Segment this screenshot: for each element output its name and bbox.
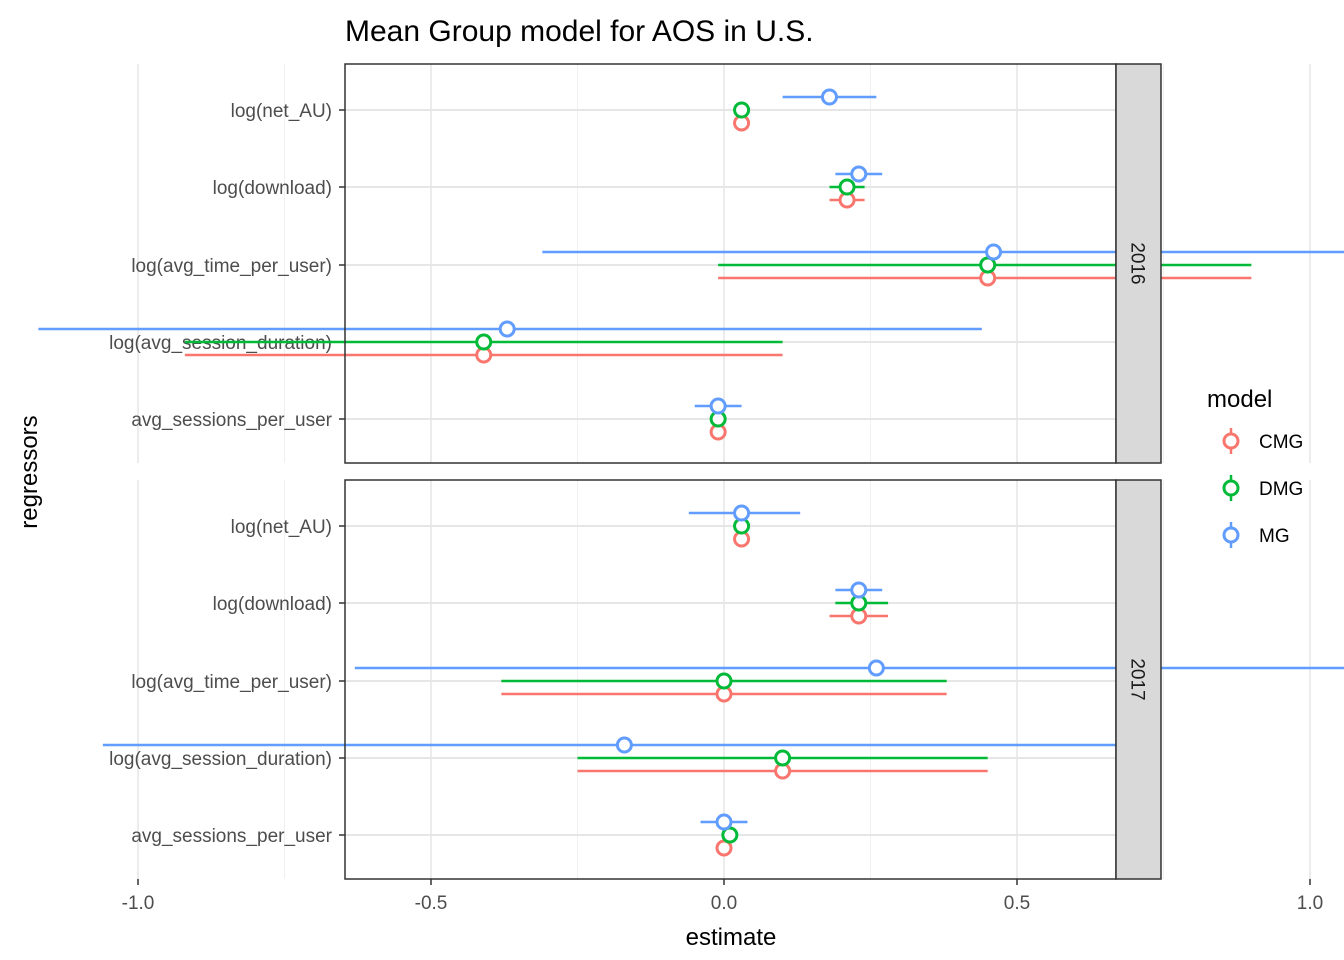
legend-label: MG — [1259, 526, 1290, 547]
y-tick-label: avg_sessions_per_user — [131, 826, 332, 847]
x-tick-label: -1.0 — [122, 893, 155, 914]
point — [733, 101, 751, 119]
point — [985, 243, 1003, 261]
panel-background — [345, 64, 1116, 463]
facet-strip — [1115, 63, 1162, 464]
x-tick-label: 0.5 — [1004, 893, 1030, 914]
series-mg — [38, 88, 1344, 415]
y-tick-label: log(avg_time_per_user) — [131, 256, 332, 277]
panels: log(net_AU) log(download) log(avg_time_per… — [38, 63, 1344, 880]
chart-title: Mean Group model for AOS in U.S. — [345, 15, 814, 48]
point — [850, 581, 868, 599]
point — [867, 659, 885, 677]
y-tick-label: log(download) — [213, 594, 332, 615]
legend-entry-dmg: DMG — [1222, 475, 1303, 501]
legend-key-point — [1222, 432, 1240, 450]
y-tick-label: log(net_AU) — [231, 101, 332, 122]
legend: model CMG DMG MG — [1207, 386, 1303, 548]
x-tick-label: 0.0 — [711, 893, 737, 914]
point — [475, 333, 493, 351]
point — [838, 178, 856, 196]
series-dmg — [184, 101, 1252, 428]
series-cmg — [501, 530, 988, 857]
x-axis: -1.0 -0.5 0.0 0.5 1.0 — [122, 879, 1323, 914]
legend-key-point — [1222, 479, 1240, 497]
point — [709, 397, 727, 415]
y-axis-title: regressors — [16, 415, 43, 528]
y-tick-label: log(download) — [213, 178, 332, 199]
point — [615, 736, 633, 754]
legend-key-point — [1222, 526, 1240, 544]
legend-entry-cmg: CMG — [1222, 428, 1303, 454]
series-cmg — [184, 114, 1252, 441]
point — [774, 749, 792, 767]
series-dmg — [501, 517, 988, 844]
series-mg — [102, 504, 1344, 831]
point — [498, 320, 516, 338]
facet-panel-2017: log(net_AU) log(download) log(avg_time_per… — [102, 479, 1344, 880]
legend-label: CMG — [1259, 432, 1303, 453]
legend-entry-mg: MG — [1222, 522, 1290, 548]
point — [850, 165, 868, 183]
point — [715, 813, 733, 831]
y-tick-label: avg_sessions_per_user — [131, 410, 332, 431]
facet-strip — [1115, 479, 1162, 880]
point — [820, 88, 838, 106]
x-axis-title: estimate — [686, 924, 777, 951]
facet-strip-label: 2017 — [1127, 658, 1148, 700]
y-tick-label: log(avg_session_duration) — [109, 333, 332, 354]
point — [715, 672, 733, 690]
y-tick-label: log(net_AU) — [231, 517, 332, 538]
legend-label: DMG — [1259, 479, 1303, 500]
facet-strip-label: 2016 — [1127, 242, 1148, 284]
y-tick-label: log(avg_time_per_user) — [131, 672, 332, 693]
x-tick-label: 1.0 — [1297, 893, 1323, 914]
point — [733, 504, 751, 522]
y-tick-label: log(avg_session_duration) — [109, 749, 332, 770]
x-tick-label: -0.5 — [415, 893, 448, 914]
facet-panel-2016: log(net_AU) log(download) log(avg_time_per… — [38, 63, 1344, 464]
legend-title: model — [1207, 386, 1272, 413]
